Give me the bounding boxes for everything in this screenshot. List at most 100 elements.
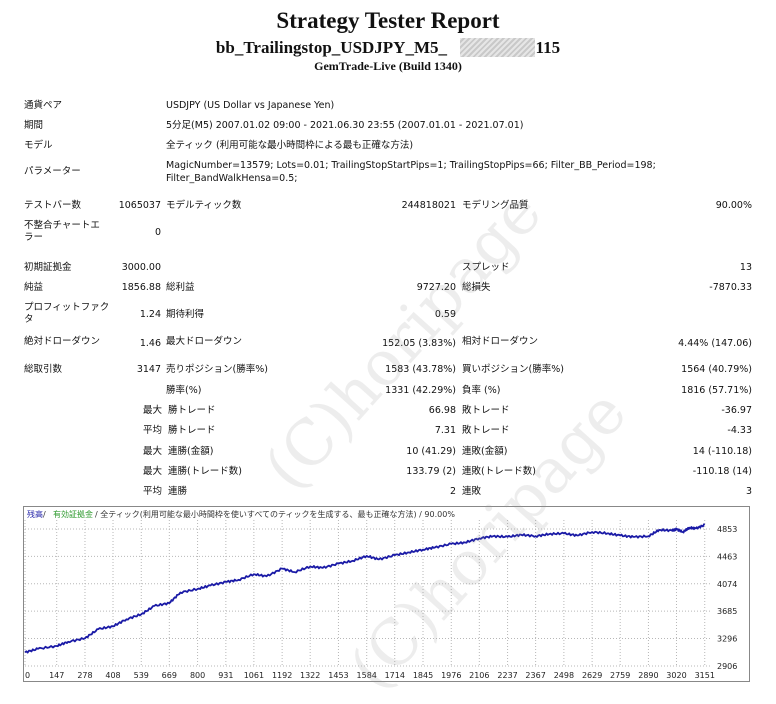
x-tick-label: 1322 xyxy=(300,671,320,680)
x-tick-label: 669 xyxy=(162,671,177,680)
cons-profit-value: 133.79 (2) xyxy=(406,466,456,477)
win-label: 勝率(%) xyxy=(166,385,202,396)
report-title: Strategy Tester Report xyxy=(276,8,500,33)
mismatch-value: 0 xyxy=(154,227,161,238)
loss-label: 負率 (%) xyxy=(462,385,501,396)
abs-dd-label: 絶対ドローダウン xyxy=(24,336,101,347)
gross-loss-label: 総損失 xyxy=(462,282,491,293)
x-tick-label: 278 xyxy=(77,671,92,680)
avg-cons-win-label: 連勝 xyxy=(168,486,188,497)
cons-win-money-value: 10 (41.29) xyxy=(406,446,456,457)
x-tick-label: 1714 xyxy=(385,671,405,680)
gross-loss-value: -7870.33 xyxy=(709,282,752,293)
avg-win-label: 勝トレード xyxy=(168,425,216,436)
legend-rest: / 全ティック(利用可能な最小時間枠を使いすべてのティックを生成する、最も正確な… xyxy=(95,509,455,519)
bars-label: テストバー数 xyxy=(24,200,82,211)
cons-lossamt-value: -110.18 (14) xyxy=(692,466,752,477)
quality-label: モデリング品質 xyxy=(462,200,529,211)
report-subtitle: bb_Trailingstop_USDJPY_M5_ 2115 xyxy=(0,38,776,58)
max-win-value: 66.98 xyxy=(428,405,456,416)
expert-name: bb_Trailingstop_USDJPY_M5_ xyxy=(215,38,448,57)
spread-label: スプレッド xyxy=(462,262,510,273)
y-tick-label: 4074 xyxy=(717,580,737,589)
trades-label: 総取引数 xyxy=(24,364,63,375)
x-tick-label: 0 xyxy=(25,671,30,680)
x-tick-label: 2629 xyxy=(582,671,602,680)
long-label: 買いポジション(勝率%) xyxy=(462,364,564,375)
avg-cons-loss-value: 3 xyxy=(745,486,752,497)
abs-dd-value: 1.46 xyxy=(139,338,161,349)
avg-win-value: 7.31 xyxy=(434,425,456,436)
cons-profit-label: 連勝(トレード数) xyxy=(168,466,242,477)
x-tick-label: 3151 xyxy=(695,671,715,680)
legend-balance: 残高 xyxy=(27,509,43,519)
max-word-3: 最大 xyxy=(143,466,163,477)
ticks-value: 244818021 xyxy=(401,200,456,211)
max-word-2: 最大 xyxy=(143,446,163,457)
params-label: パラメーター xyxy=(24,166,81,177)
max-dd-label: 最大ドローダウン xyxy=(166,336,243,347)
gross-profit-value: 9727.20 xyxy=(416,282,456,293)
ticks-label: モデルティック数 xyxy=(166,200,242,211)
cons-win-money-label: 連勝(金額) xyxy=(168,446,214,457)
symbol-label: 通貨ペア xyxy=(24,100,63,111)
x-tick-label: 2237 xyxy=(497,671,517,680)
long-value: 1564 (40.79%) xyxy=(681,364,752,375)
net-value: 1856.88 xyxy=(121,282,161,293)
mismatch-label: 不整合チャートエラー xyxy=(24,220,100,243)
bars-value: 1065037 xyxy=(118,200,161,211)
avg-loss-value: -4.33 xyxy=(727,425,752,436)
legend-equity: 有効証拠金 xyxy=(53,509,93,519)
max-loss-label: 敗トレード xyxy=(462,405,510,416)
x-tick-label: 1453 xyxy=(328,671,348,680)
short-label: 売りポジション(勝率%) xyxy=(166,364,268,375)
deposit-label: 初期証拠金 xyxy=(24,262,72,273)
y-tick-labels: 2906 3296 3685 4074 4463 4853 xyxy=(717,525,737,671)
loss-value: 1816 (57.71%) xyxy=(681,385,752,396)
spread-value: 13 xyxy=(739,262,752,273)
params-value-line1: MagicNumber=13579; Lots=0.01; TrailingSt… xyxy=(166,160,656,171)
gross-profit-label: 総利益 xyxy=(166,282,195,293)
period-label: 期間 xyxy=(24,120,44,131)
max-loss-value: -36.97 xyxy=(721,405,752,416)
cons-loss-money-value: 14 (-110.18) xyxy=(692,446,752,457)
x-tick-label: 2890 xyxy=(638,671,658,680)
quality-value: 90.00% xyxy=(715,200,752,211)
short-value: 1583 (43.78%) xyxy=(385,364,456,375)
x-tick-label: 1061 xyxy=(244,671,264,680)
chart-frame xyxy=(23,506,750,682)
x-tick-label: 931 xyxy=(218,671,233,680)
rel-dd-value: 4.44% (147.06) xyxy=(678,338,752,349)
x-tick-label: 1976 xyxy=(441,671,461,680)
pf-value: 1.24 xyxy=(139,309,161,320)
cons-lossamt-label: 連敗(トレード数) xyxy=(462,466,536,477)
x-tick-label: 2106 xyxy=(469,671,489,680)
model-value: 全ティック (利用可能な最小時間枠による最も正確な方法) xyxy=(166,140,414,151)
avg-cons-loss-label: 連敗 xyxy=(462,486,482,497)
x-tick-label: 1192 xyxy=(272,671,292,680)
balance-chart: 残高 / 有効証拠金 / 全ティック(利用可能な最小時間枠を使いすべてのティック… xyxy=(23,506,750,682)
y-tick-label: 3685 xyxy=(717,607,737,616)
x-tick-label: 1845 xyxy=(413,671,433,680)
max-word: 最大 xyxy=(143,405,163,416)
avg-word-2: 平均 xyxy=(143,486,163,497)
x-tick-label: 1584 xyxy=(357,671,377,680)
max-win-label: 勝トレード xyxy=(168,405,216,416)
y-tick-label: 4853 xyxy=(717,525,737,534)
x-tick-label: 2498 xyxy=(554,671,574,680)
x-tick-label: 147 xyxy=(49,671,64,680)
cons-loss-money-label: 連敗(金額) xyxy=(462,446,508,457)
x-tick-label: 800 xyxy=(190,671,205,680)
y-tick-label: 4463 xyxy=(717,552,737,561)
avg-word: 平均 xyxy=(143,425,163,436)
y-tick-label: 3296 xyxy=(717,635,737,644)
server-name: GemTrade-Live (Build 1340) xyxy=(314,59,462,73)
params-value-line2: Filter_BandWalkHensa=0.5; xyxy=(166,173,298,184)
period-value: 5分足(M5) 2007.01.02 09:00 - 2021.06.30 23… xyxy=(166,120,524,131)
redaction-box xyxy=(460,38,535,57)
trades-value: 3147 xyxy=(136,364,161,375)
balance-series-line xyxy=(24,523,706,654)
max-dd-value: 152.05 (3.83%) xyxy=(382,338,456,349)
expert-suffix: 2115 xyxy=(527,38,561,57)
x-tick-label: 2367 xyxy=(525,671,545,680)
